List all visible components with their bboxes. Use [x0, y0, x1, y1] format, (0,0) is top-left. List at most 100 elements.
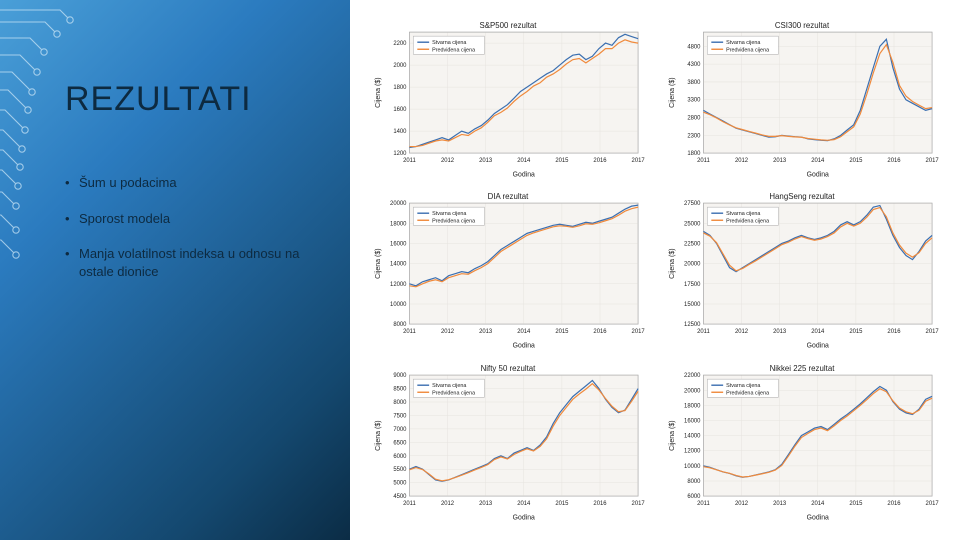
svg-text:Stvarna cijena: Stvarna cijena: [432, 383, 467, 389]
svg-text:20000: 20000: [684, 388, 701, 394]
svg-text:2015: 2015: [849, 501, 863, 507]
bullet-item: Šum u podacima: [65, 174, 320, 192]
svg-text:2014: 2014: [811, 329, 825, 335]
svg-text:Godina: Godina: [807, 171, 829, 178]
svg-text:2017: 2017: [926, 158, 940, 164]
svg-text:6500: 6500: [393, 440, 407, 446]
svg-text:Predviđena cijena: Predviđena cijena: [432, 47, 476, 53]
svg-text:2013: 2013: [479, 158, 493, 164]
svg-text:22500: 22500: [684, 242, 701, 248]
svg-text:1600: 1600: [393, 107, 407, 113]
svg-text:Godina: Godina: [513, 514, 535, 521]
svg-text:2011: 2011: [697, 158, 710, 164]
svg-text:Predviđena cijena: Predviđena cijena: [726, 47, 770, 53]
svg-text:6000: 6000: [687, 494, 701, 500]
svg-text:2015: 2015: [555, 329, 569, 335]
svg-text:Godina: Godina: [513, 343, 535, 350]
svg-text:9000: 9000: [393, 373, 407, 379]
chart-sp500: S&P500 rezultat1200140016001800200022002…: [370, 18, 646, 179]
svg-text:2014: 2014: [517, 501, 531, 507]
svg-text:4300: 4300: [687, 62, 701, 68]
svg-text:14000: 14000: [684, 433, 701, 439]
svg-text:Cijena ($): Cijena ($): [669, 77, 676, 108]
chart-dia: DIA rezultat8000100001200014000160001800…: [370, 189, 646, 350]
svg-text:Predviđena cijena: Predviđena cijena: [432, 219, 476, 225]
svg-text:2013: 2013: [773, 158, 787, 164]
svg-text:25000: 25000: [684, 222, 701, 228]
svg-text:Godina: Godina: [807, 343, 829, 350]
bullet-item: Sporost modela: [65, 210, 320, 228]
bullet-list: Šum u podacima Sporost modela Manja vola…: [65, 174, 320, 280]
svg-text:CSI300 rezultat: CSI300 rezultat: [775, 21, 830, 30]
svg-text:12500: 12500: [684, 322, 701, 328]
svg-text:1200: 1200: [393, 151, 407, 157]
svg-text:16000: 16000: [390, 242, 407, 248]
svg-text:2015: 2015: [555, 501, 569, 507]
svg-text:16000: 16000: [684, 418, 701, 424]
svg-text:3800: 3800: [687, 80, 701, 86]
svg-text:2011: 2011: [403, 501, 416, 507]
svg-text:2300: 2300: [687, 133, 701, 139]
svg-text:15000: 15000: [684, 302, 701, 308]
svg-text:2017: 2017: [632, 158, 646, 164]
charts-panel: S&P500 rezultat1200140016001800200022002…: [350, 0, 960, 540]
svg-text:2013: 2013: [479, 329, 493, 335]
svg-text:2016: 2016: [593, 501, 607, 507]
svg-text:Nifty 50 rezultat: Nifty 50 rezultat: [481, 364, 537, 373]
svg-text:2800: 2800: [687, 115, 701, 121]
svg-text:7500: 7500: [393, 413, 407, 419]
svg-text:Godina: Godina: [807, 514, 829, 521]
svg-text:Godina: Godina: [513, 171, 535, 178]
svg-text:2011: 2011: [697, 501, 710, 507]
svg-text:2014: 2014: [517, 158, 531, 164]
chart-nikkei225: Nikkei 225 rezultat 6000 8000 10000 12000 140…: [664, 361, 940, 522]
svg-text:8000: 8000: [687, 479, 701, 485]
svg-text:Predviđena cijena: Predviđena cijena: [432, 390, 476, 396]
svg-text:2017: 2017: [926, 329, 940, 335]
svg-text:2015: 2015: [849, 329, 863, 335]
svg-text:DIA rezultat: DIA rezultat: [488, 192, 529, 201]
svg-text:8000: 8000: [393, 322, 407, 328]
svg-text:17500: 17500: [684, 282, 701, 288]
svg-text:2017: 2017: [632, 501, 646, 507]
svg-text:2014: 2014: [811, 158, 825, 164]
svg-text:2014: 2014: [811, 501, 825, 507]
svg-text:2017: 2017: [926, 501, 940, 507]
svg-text:Predviđena cijena: Predviđena cijena: [726, 219, 770, 225]
svg-text:10000: 10000: [684, 463, 701, 469]
svg-text:2016: 2016: [887, 329, 901, 335]
svg-text:4500: 4500: [393, 494, 407, 500]
svg-text:2012: 2012: [735, 329, 749, 335]
svg-text:3300: 3300: [687, 98, 701, 104]
svg-text:2011: 2011: [697, 329, 710, 335]
svg-text:2013: 2013: [773, 501, 787, 507]
bullet-item: Manja volatilnost indeksa u odnosu na os…: [65, 245, 320, 280]
chart-hangseng: HangSeng rezultat12500150001750020000225…: [664, 189, 940, 350]
svg-text:Stvarna cijena: Stvarna cijena: [432, 40, 467, 46]
svg-text:14000: 14000: [390, 262, 407, 268]
svg-text:Cijena ($): Cijena ($): [375, 249, 382, 280]
svg-text:2012: 2012: [735, 158, 749, 164]
svg-text:Stvarna cijena: Stvarna cijena: [726, 383, 761, 389]
svg-text:12000: 12000: [390, 282, 407, 288]
svg-text:2000: 2000: [393, 63, 407, 69]
svg-text:12000: 12000: [684, 448, 701, 454]
svg-text:20000: 20000: [684, 262, 701, 268]
svg-text:Stvarna cijena: Stvarna cijena: [726, 211, 761, 217]
svg-text:10000: 10000: [390, 302, 407, 308]
svg-text:2013: 2013: [479, 501, 493, 507]
svg-text:1800: 1800: [393, 85, 407, 91]
svg-text:Cijena ($): Cijena ($): [669, 420, 676, 451]
svg-text:S&P500 rezultat: S&P500 rezultat: [480, 21, 538, 30]
svg-text:2013: 2013: [773, 329, 787, 335]
svg-text:2016: 2016: [887, 501, 901, 507]
svg-text:7000: 7000: [393, 427, 407, 433]
svg-text:Cijena ($): Cijena ($): [375, 77, 382, 108]
svg-text:5000: 5000: [393, 480, 407, 486]
left-panel: REZULTATI Šum u podacima Sporost modela …: [0, 0, 350, 540]
chart-nifty50: Nifty 50 rezultat45005000550060006500700…: [370, 361, 646, 522]
svg-text:Cijena ($): Cijena ($): [375, 420, 382, 451]
slide: REZULTATI Šum u podacima Sporost modela …: [0, 0, 960, 540]
svg-text:Nikkei 225 rezultat: Nikkei 225 rezultat: [770, 364, 836, 373]
chart-grid: S&P500 rezultat1200140016001800200022002…: [370, 18, 940, 522]
